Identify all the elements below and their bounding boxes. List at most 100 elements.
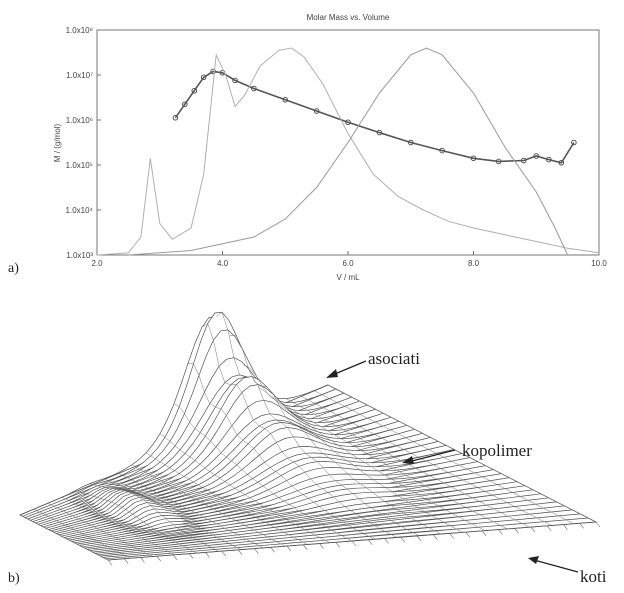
chart-a-title: Molar Mass vs. Volume bbox=[307, 13, 390, 22]
surface-gridline bbox=[201, 323, 397, 538]
surface-trace bbox=[95, 501, 557, 554]
edge-tick bbox=[237, 549, 243, 556]
series-line bbox=[128, 47, 569, 256]
series-layer bbox=[96, 47, 600, 256]
arrowhead-asociati bbox=[326, 369, 338, 378]
y-tick-label: 1.0x10⁴ bbox=[66, 206, 94, 215]
x-tick-label: 6.0 bbox=[342, 259, 354, 268]
edge-tick bbox=[140, 557, 145, 563]
x-axis-label: V / mL bbox=[336, 273, 360, 282]
surface-gridline bbox=[61, 496, 175, 556]
y-tick-label: 1.0x10⁸ bbox=[66, 26, 93, 35]
surface-gridline bbox=[327, 384, 597, 523]
arrow-kopolimer bbox=[407, 449, 456, 463]
arrowhead-kopolimer bbox=[402, 456, 414, 464]
label-koti: koti bbox=[580, 567, 607, 586]
edge-tick bbox=[189, 553, 194, 559]
surface-gridline bbox=[271, 396, 508, 530]
edge-tick bbox=[124, 558, 129, 564]
edge-tick bbox=[221, 550, 227, 557]
edge-tick bbox=[595, 521, 601, 528]
surface-gridline bbox=[229, 335, 441, 535]
edge-tick bbox=[433, 534, 438, 540]
edge-tick bbox=[498, 529, 503, 535]
surface-trace bbox=[97, 505, 565, 556]
series-line bbox=[96, 47, 600, 256]
surface-gridline bbox=[117, 472, 264, 549]
arrow-koti bbox=[533, 559, 579, 573]
edge-tick bbox=[579, 523, 584, 529]
data-point bbox=[571, 139, 577, 146]
edge-tick bbox=[270, 547, 275, 553]
surface-trace bbox=[76, 473, 502, 545]
edge-tick bbox=[465, 531, 471, 538]
series-trace bbox=[174, 70, 575, 164]
surface-trace bbox=[100, 509, 573, 557]
edge-tick bbox=[400, 537, 406, 543]
edge-tick bbox=[481, 530, 487, 537]
chart-b: b) asociati kopolimer koti bbox=[8, 311, 607, 586]
surface-gridline bbox=[131, 464, 286, 547]
surface-trace bbox=[89, 493, 541, 552]
data-point bbox=[191, 87, 198, 94]
edge-tick bbox=[319, 543, 324, 549]
edge-tick bbox=[368, 539, 373, 545]
data-point bbox=[200, 74, 207, 80]
edge-tick bbox=[546, 525, 552, 531]
surface-gridline bbox=[285, 398, 530, 528]
surface-3d bbox=[19, 311, 601, 566]
y-tick-label: 1.0x10⁵ bbox=[66, 161, 93, 170]
edge-tick bbox=[254, 548, 259, 554]
surface-trace bbox=[92, 497, 549, 553]
surface-gridline bbox=[19, 514, 109, 561]
edge-tick bbox=[107, 559, 113, 566]
panel-label-b: b) bbox=[8, 571, 20, 586]
data-point bbox=[172, 114, 179, 121]
surface-trace bbox=[84, 485, 526, 549]
surface-trace bbox=[82, 481, 518, 548]
axis-ticks: 2.0 4.0 6.0 8.0 10.0 1.0x10³ 1.0x10⁴ 1.0x10⁵ 1.0… bbox=[66, 26, 608, 268]
x-tick-label: 4.0 bbox=[217, 259, 229, 268]
data-point bbox=[232, 77, 238, 84]
y-tick-label: 1.0x10⁷ bbox=[66, 71, 93, 80]
edge-tick bbox=[416, 535, 422, 542]
edge-tick bbox=[302, 544, 308, 550]
x-tick-label: 8.0 bbox=[468, 259, 480, 268]
label-kopolimer: kopolimer bbox=[462, 441, 532, 460]
edge-tick bbox=[172, 554, 178, 561]
surface-gridline bbox=[103, 478, 242, 550]
data-point bbox=[182, 101, 188, 107]
surface-gridline bbox=[299, 395, 552, 526]
edge-tick bbox=[286, 545, 292, 552]
x-tick-label: 2.0 bbox=[91, 259, 103, 268]
label-asociati: asociati bbox=[368, 349, 420, 368]
surface-trace bbox=[25, 329, 345, 518]
surface-trace bbox=[87, 489, 533, 550]
edge-tick bbox=[449, 533, 454, 539]
surface-gridline bbox=[313, 390, 574, 524]
surface-gridline bbox=[75, 490, 197, 554]
surface-gridline bbox=[243, 364, 464, 533]
surface-gridline bbox=[145, 452, 308, 545]
surface-trace bbox=[22, 311, 337, 517]
surface-trace bbox=[79, 477, 510, 546]
surface-gridline bbox=[89, 483, 220, 552]
arrowhead-koti bbox=[528, 556, 539, 564]
surface-gridline bbox=[33, 508, 131, 559]
y-tick-label: 1.0x10⁶ bbox=[66, 116, 93, 125]
surface-trace bbox=[19, 316, 329, 516]
surface-gridline bbox=[187, 363, 375, 540]
y-tick-label: 1.0x10³ bbox=[66, 251, 93, 260]
surface-gridline bbox=[173, 403, 353, 542]
surface-gridline bbox=[215, 311, 419, 536]
x-tick-label: 10.0 bbox=[591, 259, 607, 268]
edge-tick bbox=[514, 528, 519, 534]
surface-gridline bbox=[47, 502, 153, 557]
panel-label-a: a) bbox=[8, 261, 19, 276]
surface-gridline bbox=[257, 386, 486, 531]
edge-tick bbox=[156, 556, 162, 562]
edge-tick bbox=[563, 524, 568, 530]
edge-tick bbox=[205, 552, 210, 558]
y-axis-label: M / (g/mol) bbox=[53, 124, 62, 163]
